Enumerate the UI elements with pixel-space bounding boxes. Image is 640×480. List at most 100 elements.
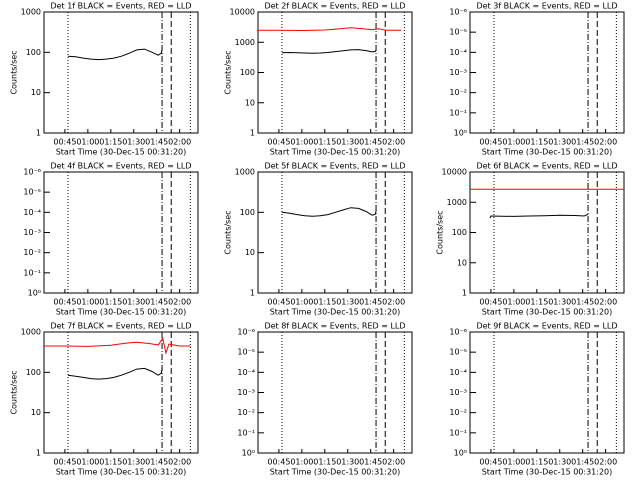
y-tick-label: 10⁻³ <box>449 388 467 397</box>
x-tick-label: 01:00 <box>76 458 99 467</box>
y-tick-label: 10⁻⁴ <box>237 368 255 377</box>
y-tick-label: 1000 <box>21 8 41 17</box>
series-line <box>44 336 191 356</box>
x-tick-label: 01:45 <box>571 298 594 307</box>
x-tick-label: 02:00 <box>594 138 617 147</box>
y-tick-label: 10⁻⁵ <box>237 348 255 357</box>
y-tick-label: 100 <box>452 228 467 237</box>
y-tick-label: 10 <box>31 408 41 417</box>
y-tick-label: 1 <box>36 449 41 458</box>
y-tick-label: 10⁻¹ <box>23 268 41 277</box>
x-tick-label: 01:15 <box>99 458 122 467</box>
x-tick-label: 02:00 <box>382 458 405 467</box>
y-tick-label: 10⁻³ <box>237 388 255 397</box>
y-tick-label: 10⁰ <box>242 449 255 458</box>
y-tick-label: 10000 <box>442 168 467 177</box>
x-tick-label: 00:45 <box>479 458 502 467</box>
y-tick-label: 10⁻³ <box>23 228 41 237</box>
x-tick-label: 01:45 <box>145 138 168 147</box>
chart-title: Det 7f BLACK = Events, RED = LLD <box>50 322 191 331</box>
y-tick-label: 1 <box>36 129 41 138</box>
y-tick-label: 10 <box>31 88 41 97</box>
x-tick-label: 01:00 <box>502 298 525 307</box>
x-tick-label: 02:00 <box>382 138 405 147</box>
x-axis-label: Start Time (30-Dec-15 00:31:20) <box>56 468 187 477</box>
y-tick-label: 10⁻⁶ <box>449 8 467 17</box>
y-tick-label: 10⁰ <box>454 449 467 458</box>
x-tick-label: 01:30 <box>122 298 145 307</box>
y-tick-label: 10⁻⁶ <box>237 328 255 337</box>
x-tick-label: 01:45 <box>571 138 594 147</box>
x-tick-label: 01:15 <box>525 298 548 307</box>
x-tick-label: 02:00 <box>594 458 617 467</box>
y-tick-label: 10 <box>245 98 255 107</box>
x-tick-label: 02:00 <box>168 298 191 307</box>
y-tick-label: 10000 <box>230 8 255 17</box>
y-tick-label: 10⁻⁴ <box>449 368 467 377</box>
chart-title: Det 9f BLACK = Events, RED = LLD <box>476 322 617 331</box>
x-tick-label: 01:15 <box>313 298 336 307</box>
x-tick-label: 01:00 <box>502 458 525 467</box>
y-tick-label: 10 <box>245 248 255 257</box>
y-tick-label: 10⁻⁶ <box>23 168 41 177</box>
x-tick-label: 01:45 <box>359 458 382 467</box>
x-axis-label: Start Time (30-Dec-15 00:31:20) <box>270 148 401 157</box>
y-tick-label: 10 <box>457 258 467 267</box>
y-tick-label: 1000 <box>235 38 255 47</box>
x-tick-label: 02:00 <box>382 298 405 307</box>
y-axis-label: Counts/sec <box>10 50 19 94</box>
plot-frame <box>43 331 199 454</box>
y-tick-label: 10⁰ <box>454 129 467 138</box>
y-tick-label: 10⁻² <box>449 88 467 97</box>
chart-title: Det 4f BLACK = Events, RED = LLD <box>50 162 191 171</box>
x-tick-label: 00:45 <box>267 458 290 467</box>
y-tick-label: 10⁰ <box>28 289 41 298</box>
plot-frame <box>43 11 199 134</box>
x-tick-label: 01:30 <box>548 298 571 307</box>
y-tick-label: 10⁻⁴ <box>23 208 41 217</box>
y-tick-label: 10⁻² <box>449 408 467 417</box>
y-tick-label: 1 <box>462 289 467 298</box>
x-tick-label: 01:45 <box>359 298 382 307</box>
x-tick-label: 01:30 <box>122 138 145 147</box>
x-tick-label: 01:15 <box>525 138 548 147</box>
x-tick-label: 00:45 <box>267 138 290 147</box>
x-tick-label: 01:15 <box>99 138 122 147</box>
x-tick-label: 01:00 <box>76 138 99 147</box>
y-tick-label: 10⁻⁶ <box>449 328 467 337</box>
x-tick-label: 00:45 <box>267 298 290 307</box>
chart-title: Det 5f BLACK = Events, RED = LLD <box>264 162 405 171</box>
plot-frame <box>469 11 625 134</box>
x-tick-label: 02:00 <box>594 298 617 307</box>
series-line <box>489 213 589 219</box>
y-tick-label: 10⁻⁴ <box>449 48 467 57</box>
y-tick-label: 10⁻⁵ <box>23 188 41 197</box>
y-tick-label: 10⁻² <box>237 408 255 417</box>
y-tick-label: 100 <box>26 48 41 57</box>
x-tick-label: 01:30 <box>336 298 359 307</box>
series-line <box>67 367 163 380</box>
series-line <box>281 207 377 217</box>
chart-title: Det 1f BLACK = Events, RED = LLD <box>50 2 191 11</box>
x-tick-label: 01:30 <box>122 458 145 467</box>
y-tick-label: 100 <box>240 68 255 77</box>
y-tick-label: 1000 <box>447 198 467 207</box>
y-tick-label: 100 <box>240 208 255 217</box>
x-tick-label: 01:00 <box>290 458 313 467</box>
x-tick-label: 02:00 <box>168 138 191 147</box>
series-line <box>258 27 402 32</box>
y-tick-label: 10⁻¹ <box>237 428 255 437</box>
x-axis-label: Start Time (30-Dec-15 00:31:20) <box>56 148 187 157</box>
y-axis-label: Counts/sec <box>224 210 233 254</box>
x-tick-label: 00:45 <box>53 298 76 307</box>
y-tick-label: 10⁻³ <box>449 68 467 77</box>
y-tick-label: 10⁻² <box>23 248 41 257</box>
y-tick-label: 1 <box>250 129 255 138</box>
series-line <box>281 49 377 54</box>
x-tick-label: 01:00 <box>290 298 313 307</box>
x-axis-label: Start Time (30-Dec-15 00:31:20) <box>56 308 187 317</box>
x-tick-label: 01:45 <box>359 138 382 147</box>
x-axis-label: Start Time (30-Dec-15 00:31:20) <box>270 308 401 317</box>
